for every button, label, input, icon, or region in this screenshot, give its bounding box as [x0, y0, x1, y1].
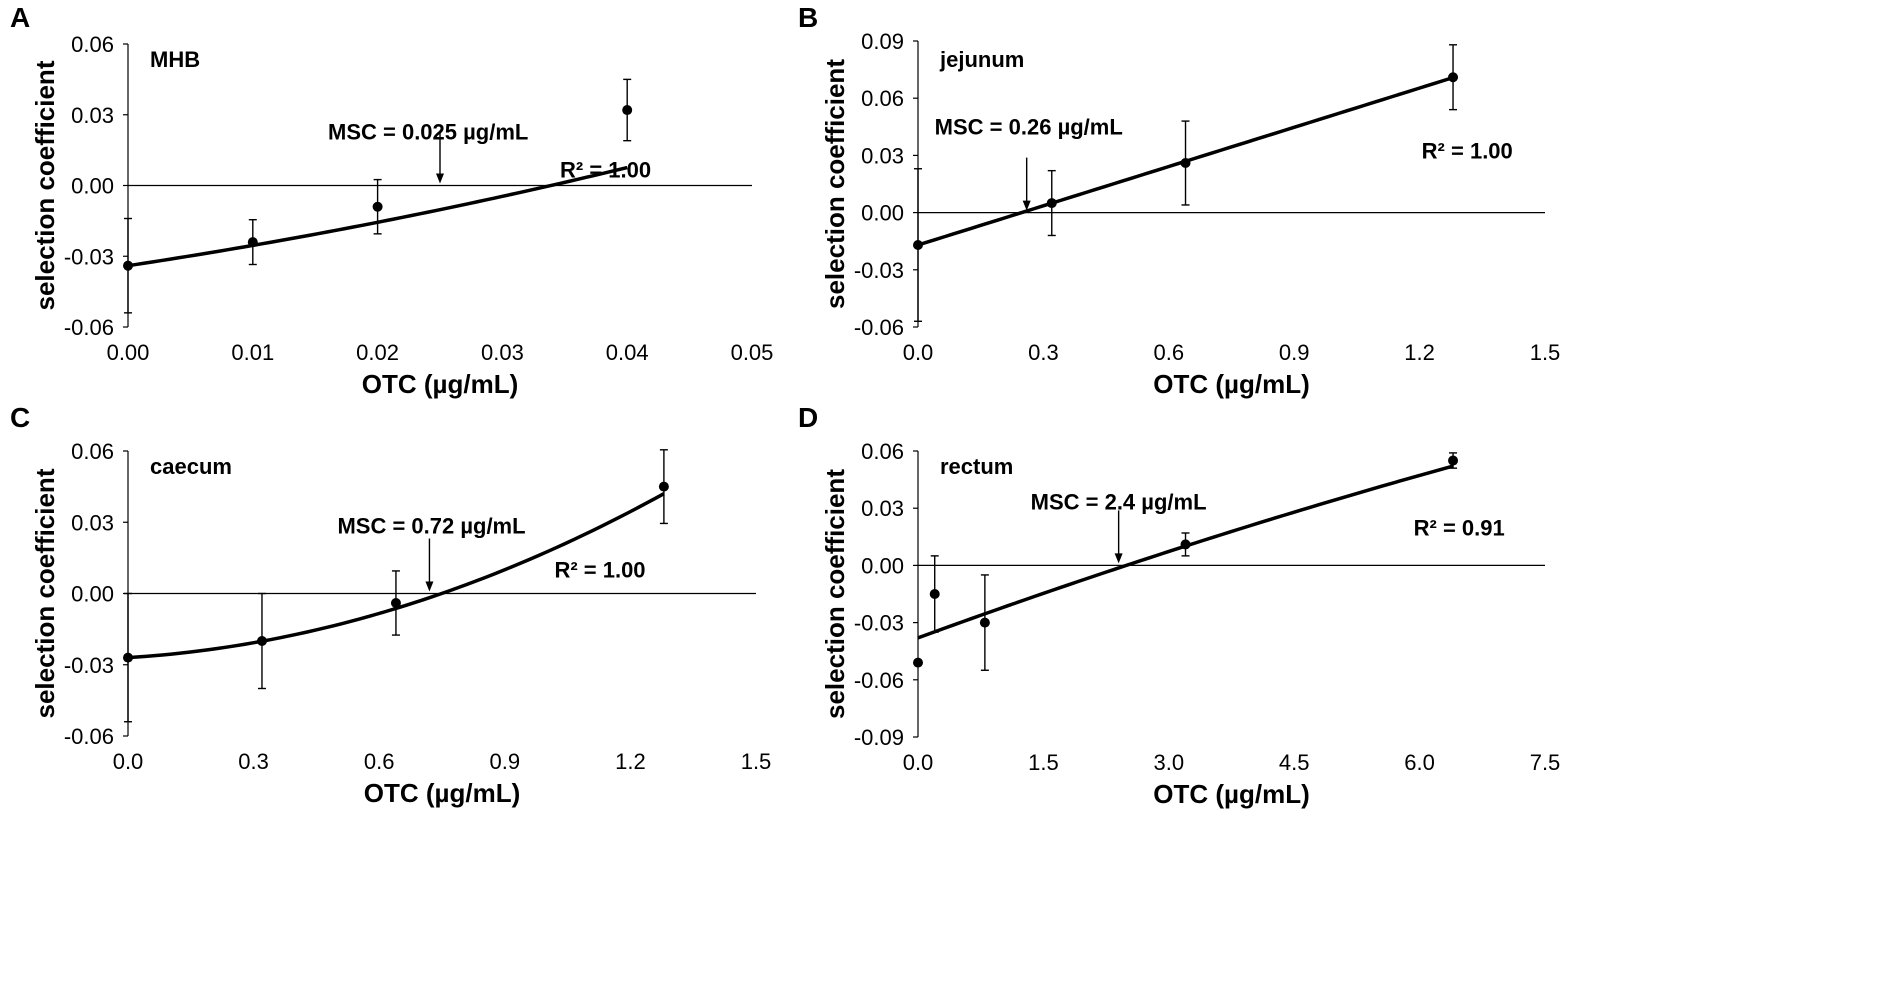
panel-c-y-axis-title: selection coefficient — [30, 468, 60, 718]
panel-b-y-tick-label: -0.03 — [854, 258, 904, 283]
panel-d-y-tick-label: 0.00 — [861, 553, 904, 578]
panel-c-y-tick-label: 0.03 — [71, 510, 114, 535]
panel-a-msc-arrowhead — [436, 173, 444, 184]
panel-b-x-tick-label: 0.6 — [1154, 340, 1185, 365]
panel-b-y-tick-label: 0.06 — [861, 86, 904, 111]
panel-a-y-tick-label: 0.06 — [71, 32, 114, 57]
panel-c-x-tick-label: 1.5 — [741, 749, 772, 774]
panel-a-y-tick-label: 0.03 — [71, 103, 114, 128]
panel-d-y-tick-label: -0.09 — [854, 725, 904, 750]
panel-c-msc-label: MSC = 0.72 µg/mL — [337, 514, 525, 539]
panel-b-x-tick-label: 0.0 — [903, 340, 934, 365]
panel-c-letter: C — [10, 402, 30, 433]
panel-a-x-tick-label: 0.01 — [231, 340, 274, 365]
panel-c-x-axis-title: OTC (µg/mL) — [364, 778, 521, 808]
panel-c-data-point — [123, 652, 133, 663]
panel-c-data-point — [658, 481, 669, 492]
panel-a-x-tick-label: 0.00 — [107, 340, 150, 365]
panel-a-x-tick-label: 0.04 — [606, 340, 649, 365]
panel-b-msc-arrowhead — [1022, 200, 1031, 211]
panel-b-x-axis-title: OTC (µg/mL) — [1153, 369, 1310, 399]
panel-d-data-point — [913, 657, 923, 668]
panel-a-x-axis-title: OTC (µg/mL) — [362, 369, 519, 399]
panel-b-data-point — [1180, 158, 1191, 169]
panel-d-y-tick-label: -0.06 — [854, 668, 904, 693]
panel-c-y-tick-label: 0.00 — [71, 582, 114, 607]
panel-d-y-tick-label: 0.03 — [861, 496, 904, 521]
panel-a-msc-label: MSC = 0.025 µg/mL — [328, 120, 528, 145]
panel-c-inner-label: caecum — [150, 454, 232, 479]
panel-d-data-point — [1448, 455, 1459, 466]
panel-d-x-tick-label: 0.0 — [903, 750, 934, 775]
panel-d-r2-label: R² = 0.91 — [1414, 515, 1505, 540]
panel-d-x-tick-label: 4.5 — [1279, 750, 1310, 775]
panel-b-data-point — [1046, 198, 1057, 209]
panel-d-x-axis-title: OTC (µg/mL) — [1153, 779, 1310, 809]
panel-d-data-point — [1180, 539, 1191, 550]
panel-b-x-tick-label: 1.5 — [1530, 340, 1561, 365]
panel-b-y-tick-label: 0.00 — [861, 201, 904, 226]
panel-b-x-tick-label: 0.9 — [1279, 340, 1310, 365]
panel-c-x-tick-label: 0.0 — [113, 749, 144, 774]
panel-b-data-point — [1448, 72, 1459, 83]
panel-b-y-tick-label: 0.03 — [861, 143, 904, 168]
panel-a-x-tick-label: 0.02 — [356, 340, 399, 365]
panel-b-r2-label: R² = 1.00 — [1422, 139, 1513, 164]
panel-a-x-tick-label: 0.03 — [481, 340, 524, 365]
panel-d-x-tick-label: 1.5 — [1028, 750, 1059, 775]
panel-c-x-tick-label: 0.3 — [238, 749, 269, 774]
panel-c-y-tick-label: -0.03 — [64, 653, 114, 678]
panel-d-x-tick-label: 3.0 — [1154, 750, 1185, 775]
panel-c-x-tick-label: 0.6 — [364, 749, 395, 774]
panel-b-data-point — [913, 240, 923, 251]
panel-b-x-tick-label: 1.2 — [1404, 340, 1435, 365]
panel-c-y-tick-label: -0.06 — [64, 724, 114, 749]
panel-a-data-point — [372, 201, 383, 212]
panel-c-msc-arrowhead — [425, 581, 434, 592]
panel-c-data-point — [256, 636, 267, 646]
panel-b-letter: B — [798, 2, 818, 33]
panel-a-data-point — [247, 237, 258, 248]
panel-d-inner-label: rectum — [940, 454, 1013, 479]
panel-a-data-point — [622, 105, 633, 116]
panel-a-x-tick-label: 0.05 — [731, 340, 774, 365]
panel-a-y-tick-label: -0.06 — [64, 315, 114, 340]
panel-a-y-axis-title: selection coefficient — [30, 60, 60, 310]
panel-a-data-point — [123, 260, 133, 271]
panel-a-inner-label: MHB — [150, 47, 200, 72]
panel-d-y-axis-title: selection coefficient — [820, 469, 850, 719]
panel-a-r2-label: R² = 1.00 — [560, 158, 651, 183]
panel-b-x-tick-label: 0.3 — [1028, 340, 1059, 365]
panel-d-data-point — [979, 617, 990, 628]
panel-c-y-tick-label: 0.06 — [71, 439, 114, 464]
panel-a-y-tick-label: 0.00 — [71, 174, 114, 199]
panel-a-letter: A — [10, 2, 30, 33]
panel-d-msc-label: MSC = 2.4 µg/mL — [1031, 489, 1207, 514]
panel-b-msc-label: MSC = 0.26 µg/mL — [935, 115, 1123, 140]
panel-d-data-point — [929, 589, 940, 599]
panel-d-y-tick-label: -0.03 — [854, 611, 904, 636]
panel-c-x-tick-label: 0.9 — [490, 749, 521, 774]
panel-b-y-tick-label: 0.09 — [861, 29, 904, 54]
panel-b-y-tick-label: -0.06 — [854, 315, 904, 340]
panel-d-y-tick-label: 0.06 — [861, 439, 904, 464]
panel-c-x-tick-label: 1.2 — [615, 749, 646, 774]
panel-d-x-tick-label: 7.5 — [1530, 750, 1561, 775]
panel-b-inner-label: jejunum — [939, 47, 1024, 72]
panel-d-x-tick-label: 6.0 — [1404, 750, 1435, 775]
panel-c-r2-label: R² = 1.00 — [554, 558, 645, 583]
panel-c-data-point — [390, 598, 401, 608]
panel-d-letter: D — [798, 402, 818, 433]
panel-a-y-tick-label: -0.03 — [64, 244, 114, 269]
panel-d-msc-arrowhead — [1114, 553, 1123, 564]
panel-b-y-axis-title: selection coefficient — [820, 59, 850, 309]
